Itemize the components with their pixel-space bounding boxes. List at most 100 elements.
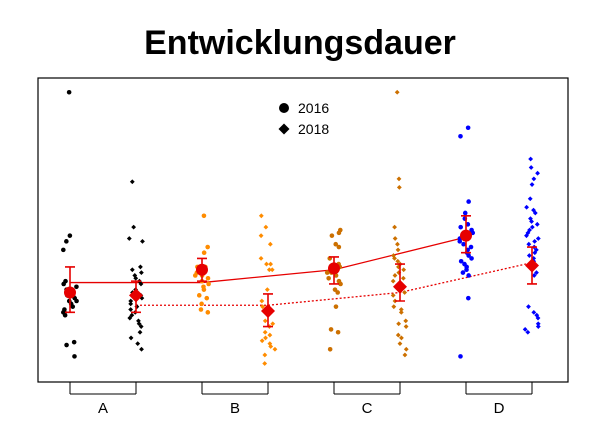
data-point bbox=[74, 284, 79, 290]
axis-tick-bracket bbox=[333, 382, 401, 395]
data-point bbox=[258, 256, 264, 261]
legend: 2016 2018 bbox=[278, 100, 329, 137]
data-point bbox=[333, 273, 339, 278]
data-point bbox=[528, 165, 534, 170]
data-point bbox=[466, 273, 471, 278]
axis-tick-bracket bbox=[201, 382, 269, 395]
data-point bbox=[206, 281, 211, 287]
data-point bbox=[399, 335, 404, 341]
data-point bbox=[258, 233, 264, 239]
x-tick-label: D bbox=[494, 400, 505, 417]
data-point bbox=[262, 318, 268, 324]
x-tick-label: A bbox=[98, 400, 108, 417]
data-point bbox=[526, 241, 532, 247]
data-point bbox=[531, 207, 536, 213]
data-point bbox=[333, 304, 339, 309]
data-point bbox=[524, 204, 530, 210]
data-point bbox=[126, 236, 132, 241]
data-point bbox=[458, 258, 464, 264]
data-point bbox=[134, 304, 140, 310]
data-point bbox=[329, 233, 335, 238]
data-point bbox=[527, 196, 533, 202]
mean-marker bbox=[129, 288, 143, 303]
data-point bbox=[198, 307, 204, 312]
data-point bbox=[526, 253, 532, 258]
data-point bbox=[139, 346, 144, 352]
mean-marker bbox=[196, 263, 208, 276]
data-point bbox=[529, 219, 534, 224]
trend-line bbox=[70, 236, 467, 284]
data-point bbox=[398, 307, 404, 312]
mean-marker bbox=[261, 303, 275, 318]
data-point bbox=[403, 318, 409, 324]
data-point bbox=[72, 354, 77, 359]
x-tick-label: B bbox=[230, 400, 240, 417]
data-point bbox=[535, 315, 541, 321]
data-point bbox=[205, 275, 211, 281]
chart-title: Entwicklungsdauer bbox=[144, 24, 456, 62]
data-point bbox=[263, 335, 268, 341]
data-point bbox=[397, 341, 403, 346]
data-point bbox=[466, 295, 471, 301]
data-point bbox=[262, 352, 268, 358]
data-point bbox=[128, 307, 134, 312]
data-point bbox=[61, 247, 66, 253]
data-point bbox=[204, 295, 210, 301]
data-point bbox=[531, 309, 537, 315]
data-point bbox=[462, 210, 468, 216]
data-point bbox=[525, 230, 531, 236]
mean-marker bbox=[64, 286, 76, 299]
data-point bbox=[135, 341, 141, 346]
legend-label: 2016 bbox=[298, 100, 329, 116]
data-point bbox=[259, 338, 265, 344]
data-point bbox=[136, 318, 141, 324]
data-point bbox=[70, 304, 76, 309]
mean-marker bbox=[460, 229, 472, 242]
data-point bbox=[466, 199, 471, 204]
data-point bbox=[338, 281, 343, 287]
data-point bbox=[458, 224, 463, 230]
data-point bbox=[465, 125, 471, 131]
data-point bbox=[138, 324, 144, 329]
axis-tick-bracket bbox=[69, 382, 137, 395]
data-point bbox=[128, 298, 134, 304]
data-point bbox=[392, 256, 397, 261]
data-point bbox=[534, 270, 539, 275]
data-point bbox=[74, 298, 79, 304]
data-point bbox=[267, 241, 273, 247]
data-point bbox=[395, 258, 401, 264]
data-point bbox=[131, 224, 137, 230]
data-point bbox=[529, 224, 535, 230]
data-point bbox=[525, 329, 531, 335]
data-point bbox=[133, 275, 139, 281]
data-point bbox=[128, 335, 134, 341]
data-point bbox=[138, 270, 144, 275]
data-point bbox=[127, 315, 133, 321]
data-point bbox=[137, 329, 143, 335]
data-point bbox=[264, 261, 269, 267]
data-point bbox=[196, 293, 202, 298]
data-point bbox=[531, 273, 537, 278]
data-point bbox=[138, 281, 144, 287]
data-point bbox=[468, 244, 474, 250]
data-point bbox=[460, 270, 466, 275]
data-point bbox=[138, 264, 143, 270]
data-point bbox=[327, 346, 333, 352]
data-point bbox=[259, 298, 265, 304]
data-point bbox=[270, 321, 276, 327]
data-point bbox=[268, 261, 274, 267]
data-point bbox=[535, 324, 541, 329]
data-point bbox=[534, 221, 540, 227]
data-point bbox=[336, 244, 342, 250]
data-point bbox=[395, 247, 401, 253]
data-point bbox=[205, 244, 210, 250]
data-point bbox=[132, 273, 138, 278]
data-point bbox=[402, 290, 408, 295]
data-point bbox=[535, 170, 540, 176]
data-point bbox=[395, 241, 400, 247]
data-point bbox=[61, 281, 66, 287]
data-point bbox=[264, 287, 270, 293]
data-point bbox=[268, 344, 274, 349]
data-point bbox=[129, 179, 135, 185]
